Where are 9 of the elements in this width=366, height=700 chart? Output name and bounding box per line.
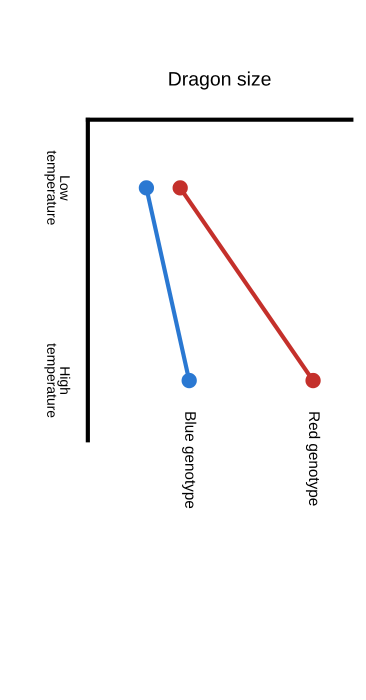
text: Red genotype [306,412,320,506]
point [182,372,197,388]
point [172,180,188,196]
chart-title: Dragon size [169,71,271,90]
point [305,372,321,388]
y-tick-label: Low temperature [44,150,70,225]
text: Blue genotype [182,412,196,508]
y-tick-label: High temperature [44,343,70,418]
point [138,180,154,196]
